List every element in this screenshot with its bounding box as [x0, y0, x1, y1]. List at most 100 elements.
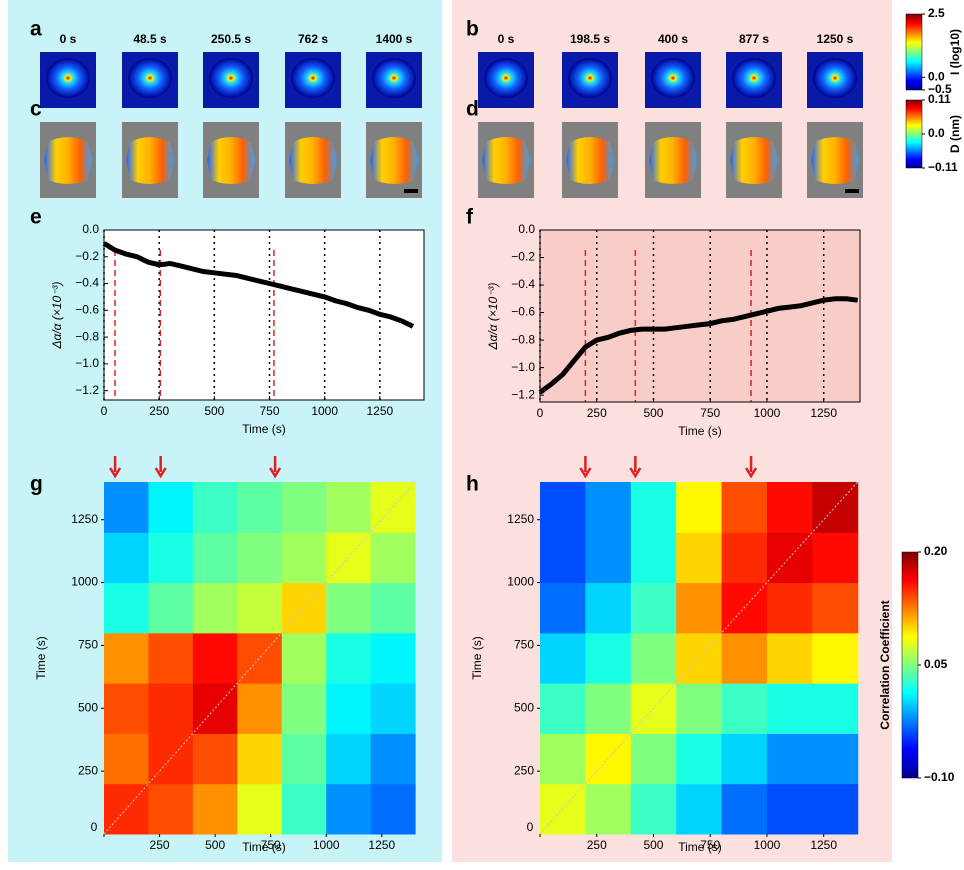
displacement-map	[730, 137, 778, 184]
x-tick-label: 750	[261, 838, 281, 852]
heatmap-cell	[104, 683, 149, 734]
heatmap-cell	[104, 482, 149, 533]
heatmap-cell	[630, 582, 677, 634]
heatmap-cell	[326, 582, 372, 634]
event-arrow	[269, 456, 282, 479]
y-axis-title: Δα/α (×10⁻³)	[50, 281, 64, 349]
heatmap-cell	[721, 482, 768, 533]
x-tick-label: 750	[700, 406, 720, 420]
y-axis-title: Δα/α (×10⁻³)	[486, 282, 500, 350]
x-tick-label: 1000	[754, 838, 781, 852]
heatmap-cell	[237, 482, 283, 533]
displacement-map	[370, 137, 418, 184]
y-tick-label: 1000	[507, 575, 534, 589]
heatmap-cell	[676, 683, 723, 734]
heatmap-cell	[192, 783, 238, 835]
heatmap-cell	[370, 733, 416, 785]
event-arrow	[745, 456, 758, 479]
heatmap-cell	[237, 532, 283, 584]
heatmap-cell	[585, 582, 632, 634]
x-axis-title: Time (s)	[242, 422, 286, 436]
heatmap-cell	[766, 582, 813, 634]
panel-letter: c	[30, 98, 42, 121]
y-tick-label: 750	[78, 638, 98, 652]
y-tick-label: 0.0	[518, 222, 535, 236]
heatmap-cell	[766, 733, 813, 785]
scale-bar	[845, 189, 859, 193]
heatmap-cell	[237, 582, 283, 634]
heatmap-cell	[326, 683, 372, 734]
x-tick-label: 750	[700, 838, 720, 852]
x-tick-label: 1000	[754, 406, 781, 420]
x-axis-title: Time (s)	[678, 840, 722, 854]
y-tick-label: −0.6	[75, 302, 99, 316]
displacement-map	[289, 137, 337, 184]
colorbar-tick-label: −0.11	[928, 160, 958, 174]
heatmap-cell	[148, 482, 194, 533]
colorbar-title: D (nm)	[948, 115, 962, 153]
colorbar-tick-label: 0.20	[924, 544, 948, 558]
x-tick-label: 250	[587, 838, 607, 852]
heatmap-cell	[281, 783, 327, 835]
heatmap-cell	[281, 733, 327, 785]
heatmap-cell	[326, 482, 372, 533]
heatmap-cell	[326, 632, 372, 684]
heatmap-cell	[676, 733, 723, 785]
x-tick-label: 1250	[810, 406, 837, 420]
time-label: 1250 s	[817, 32, 854, 46]
panel-letter: h	[466, 473, 479, 496]
panel-letter: f	[466, 206, 474, 229]
heatmap-cell	[766, 783, 813, 835]
displacement-map	[44, 137, 92, 184]
displacement-map	[126, 137, 174, 184]
y-tick-label: 250	[78, 763, 98, 777]
colorbar	[905, 13, 923, 91]
heatmap-cell	[148, 783, 194, 835]
heatmap-cell	[148, 632, 194, 684]
heatmap-cell	[721, 783, 768, 835]
heatmap-cell	[192, 532, 238, 584]
heatmap-cell	[630, 532, 677, 584]
colorbar	[905, 99, 923, 169]
heatmap-cell	[540, 683, 586, 734]
heatmap-cell	[812, 783, 859, 835]
heatmap-cell	[192, 632, 238, 684]
y-tick-label: −1.0	[511, 360, 535, 374]
heatmap-cell	[540, 733, 586, 785]
time-label: 250.5 s	[211, 32, 251, 46]
x-tick-label: 250	[587, 406, 607, 420]
heatmap-cell	[766, 632, 813, 684]
y-tick-label: −0.8	[511, 332, 535, 346]
panel-letter: e	[30, 206, 42, 229]
heatmap-cell	[326, 783, 372, 835]
y-tick-label: 500	[78, 700, 98, 714]
diffraction-spot	[46, 58, 90, 98]
y-tick-label: −1.2	[511, 387, 535, 401]
heatmap-cell	[585, 482, 632, 533]
time-label: 1400 s	[376, 32, 413, 46]
heatmap-cell	[192, 733, 238, 785]
displacement-map	[811, 137, 859, 184]
heatmap-cell	[812, 683, 859, 734]
colorbar-tick-label: 0.11	[928, 92, 951, 106]
heatmap-cell	[630, 783, 677, 835]
time-label: 198.5 s	[570, 32, 610, 46]
diffraction-spot	[732, 58, 776, 98]
time-label: 762 s	[298, 32, 328, 46]
diagonal	[539, 481, 859, 835]
panel-letter: d	[466, 98, 479, 121]
heatmap-cell	[370, 582, 416, 634]
colorbar-tick-label: −0.5	[928, 82, 952, 96]
plot-area	[540, 230, 860, 402]
time-label: 877 s	[739, 32, 769, 46]
colorbar-tick-label: 0.05	[924, 657, 948, 671]
heatmap-cell	[237, 632, 283, 684]
displacement-map	[482, 137, 530, 184]
heatmap-cell	[370, 783, 416, 835]
y-axis-title: Time (s)	[470, 636, 484, 680]
displacement-map	[649, 137, 697, 184]
x-tick-label: 250	[150, 838, 170, 852]
panel-letter: b	[466, 18, 479, 41]
y-tick-label: −0.4	[75, 276, 99, 290]
